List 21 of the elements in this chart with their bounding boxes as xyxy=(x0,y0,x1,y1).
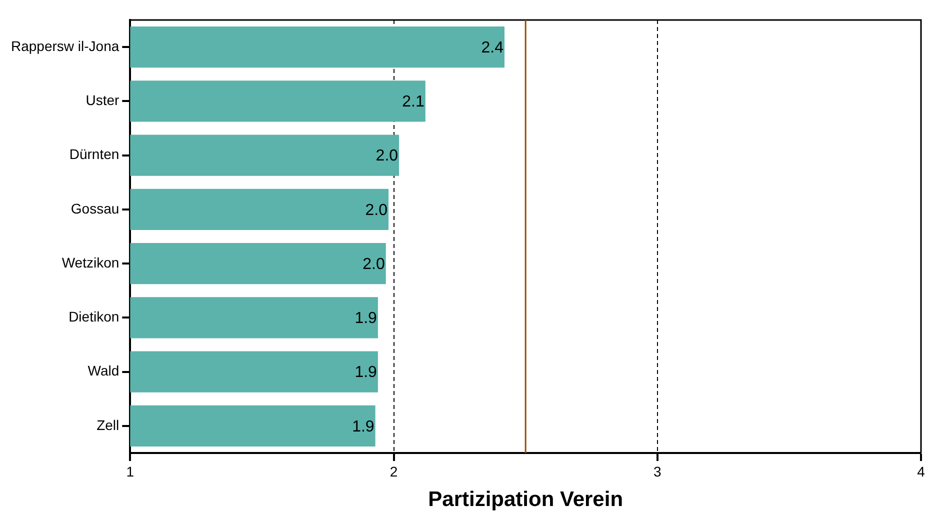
x-tick-label: 4 xyxy=(917,463,926,480)
y-tick-label: Wald xyxy=(88,362,120,379)
y-tick-label: Wetzikon xyxy=(62,254,120,270)
y-tick-label: Dürnten xyxy=(69,146,120,162)
x-axis-title: Partizipation Verein xyxy=(428,488,624,512)
data-label: 1.9 xyxy=(352,418,374,436)
y-tick-label: Rappersw il-Jona xyxy=(10,38,120,54)
x-tick-label: 1 xyxy=(126,463,134,480)
data-label: 2.0 xyxy=(365,202,388,219)
data-label: 1.9 xyxy=(354,364,378,382)
y-tick-label: Uster xyxy=(86,92,120,108)
x-tick-label: 2 xyxy=(390,463,398,480)
data-label: 1.9 xyxy=(354,310,378,328)
y-tick-label: Dietikon xyxy=(68,308,120,325)
data-label: 2.1 xyxy=(402,94,424,111)
y-tick-label: Gossau xyxy=(70,200,120,216)
data-label: 2.4 xyxy=(481,39,504,56)
x-tick-label: 3 xyxy=(653,463,662,480)
data-label: 2.0 xyxy=(362,256,385,273)
y-tick-label: Zell xyxy=(96,416,120,433)
data-label: 2.0 xyxy=(376,148,398,165)
